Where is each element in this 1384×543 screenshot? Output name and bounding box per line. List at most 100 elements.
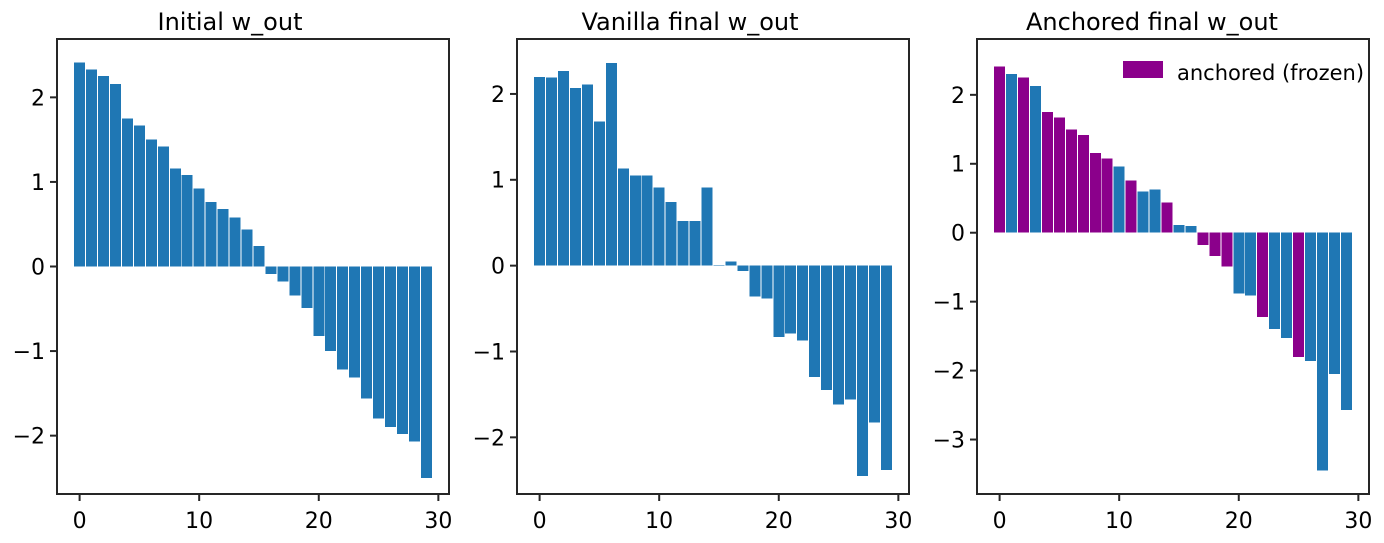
bar	[641, 175, 653, 266]
bar-chart-vanilla-final-wout: 210−1−20 10 20 30	[473, 38, 912, 534]
bar-anchored	[1221, 232, 1233, 267]
bar	[193, 188, 205, 267]
bar	[773, 265, 785, 337]
y-tick-label: −1	[13, 340, 45, 365]
x-tick-label: 20	[305, 509, 333, 534]
bar	[1113, 166, 1125, 233]
bar	[1233, 232, 1245, 294]
bar	[653, 187, 665, 266]
y-tick-label: 0	[951, 222, 965, 247]
y-tick-label: −2	[933, 360, 965, 385]
y-tick-label: 2	[951, 84, 965, 109]
bar	[689, 221, 701, 266]
bar-anchored	[1125, 180, 1137, 233]
bar	[1305, 232, 1317, 361]
x-tick-label: 20	[765, 509, 793, 534]
y-tick-label: −3	[933, 428, 965, 453]
x-tick-label: 30	[424, 509, 452, 534]
axes-frame	[976, 38, 1370, 495]
y-tick-label: −2	[473, 426, 505, 451]
bar-anchored	[1053, 117, 1065, 233]
bar	[821, 265, 833, 391]
bar	[833, 265, 845, 405]
bar	[145, 139, 157, 267]
bar-anchored	[1101, 158, 1113, 233]
bar	[749, 265, 761, 297]
legend-label: anchored (frozen)	[1177, 61, 1364, 85]
bar	[157, 146, 169, 267]
bar	[797, 265, 809, 341]
bar	[385, 266, 397, 428]
bar-anchored	[1209, 232, 1221, 257]
bar	[665, 202, 677, 266]
bar	[361, 266, 373, 399]
bar-anchored	[1161, 202, 1173, 233]
y-tick-label: 0	[31, 255, 45, 280]
bar	[133, 125, 145, 267]
bar	[1316, 232, 1328, 471]
bar	[785, 265, 797, 334]
bar	[337, 266, 349, 370]
bar	[761, 265, 773, 299]
bar	[809, 265, 821, 378]
bar	[408, 266, 420, 442]
bar	[581, 84, 593, 266]
bar-anchored	[1065, 129, 1077, 233]
y-tick-label: −1	[933, 291, 965, 316]
bar	[349, 266, 361, 378]
x-tick-label: 20	[1225, 509, 1253, 534]
y-tick-label: 1	[31, 171, 45, 196]
bar	[701, 187, 713, 266]
bar	[229, 217, 241, 267]
x-tick-label: 10	[185, 509, 213, 534]
bar	[420, 266, 432, 478]
y-tick-label: −1	[473, 340, 505, 365]
y-tick-label: 2	[31, 86, 45, 111]
bar	[558, 70, 570, 266]
bar	[241, 229, 253, 267]
bar	[1281, 232, 1293, 339]
x-tick-label: 0	[533, 509, 547, 534]
bar	[880, 265, 892, 470]
y-tick-label: 2	[491, 83, 505, 108]
bar	[605, 63, 617, 266]
bar	[845, 265, 857, 400]
bar	[313, 266, 325, 336]
bar	[1006, 74, 1018, 233]
bar-anchored	[1197, 232, 1209, 246]
y-tick-label: 1	[951, 153, 965, 178]
bar-anchored	[1089, 152, 1101, 233]
bar	[373, 266, 385, 419]
bar-anchored	[1041, 112, 1053, 233]
bar	[86, 69, 98, 267]
bar	[217, 208, 229, 267]
axes-frame	[516, 38, 910, 495]
axes-frame	[56, 38, 450, 495]
bar	[181, 175, 193, 267]
bar	[1137, 191, 1149, 233]
x-tick-label: 0	[993, 509, 1007, 534]
bar	[1029, 85, 1041, 233]
bar	[301, 266, 313, 308]
bar	[205, 202, 217, 267]
bar	[1340, 232, 1352, 410]
bar	[1328, 232, 1340, 375]
chart-title-anchored: Anchored final w_out	[1026, 8, 1278, 36]
chart-title-vanilla: Vanilla final w_out	[581, 8, 799, 36]
bar	[534, 76, 546, 266]
bar	[617, 168, 629, 266]
bar	[1149, 189, 1161, 233]
bar	[1173, 225, 1185, 233]
bar	[593, 121, 605, 266]
x-tick-label: 10	[1105, 509, 1133, 534]
bar	[325, 266, 337, 352]
bar	[289, 266, 301, 296]
bar	[868, 265, 880, 423]
x-tick-label: 30	[1344, 509, 1372, 534]
y-tick-label: −2	[13, 425, 45, 450]
bar	[396, 266, 408, 434]
chart-title-initial: Initial w_out	[157, 8, 303, 36]
bar-anchored	[1257, 232, 1269, 317]
